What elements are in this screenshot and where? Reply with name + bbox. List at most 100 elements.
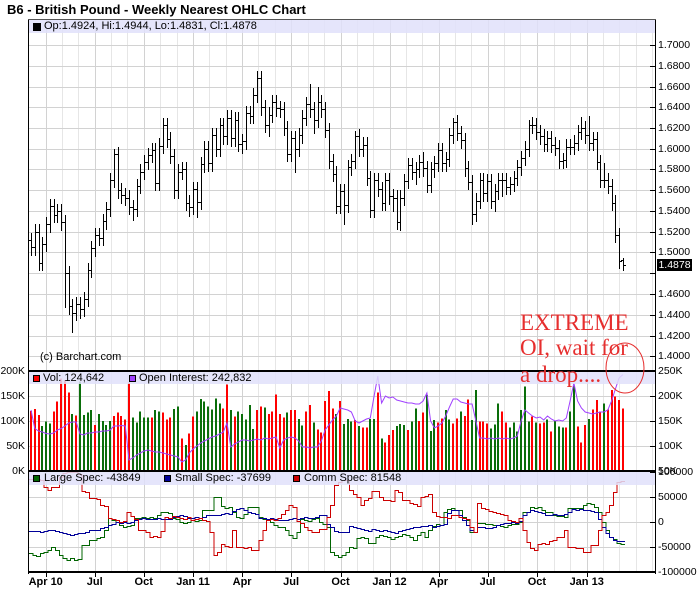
volume-bar (422, 412, 424, 471)
open-interest-axis-label: 200K (658, 390, 683, 402)
bottom-axis-line (28, 571, 656, 573)
cot-axis-label: 100000 (658, 466, 694, 478)
volume-bar (497, 403, 499, 471)
volume-bar (475, 390, 477, 471)
annotation-circle (605, 342, 645, 394)
volume-bar (366, 427, 368, 471)
price-axis-label: 1.5800 (658, 163, 691, 175)
volume-bar (264, 407, 266, 471)
x-axis-label: Jan 11 (176, 576, 210, 588)
x-axis-label: Jan 12 (372, 576, 407, 588)
volume-bar (460, 411, 462, 471)
volume-bar (173, 409, 175, 471)
volume-bar (531, 416, 533, 471)
volume-bar (381, 438, 383, 471)
volume-bar (324, 401, 326, 471)
volume-bar (98, 414, 100, 471)
volume-bar (611, 390, 613, 471)
volume-bar (622, 408, 624, 471)
volume-bar (237, 411, 239, 471)
open-interest-axis-label: 250K (658, 365, 683, 377)
volume-bar (279, 414, 281, 471)
x-axis-label: Jan 13 (569, 576, 604, 588)
open-interest-axis-label: 100K (658, 440, 683, 452)
open-interest-value: Open Interest: 242,832 (139, 371, 252, 384)
volume-bar (482, 421, 484, 471)
red-square-icon (33, 374, 40, 382)
volume-bar (317, 429, 319, 471)
volume-bar (169, 417, 171, 471)
volume-bar (301, 425, 303, 471)
volume-bar (467, 399, 469, 471)
volume-bar (283, 417, 285, 471)
volume-bar (596, 400, 598, 471)
comm-spec-line (29, 472, 625, 556)
volume-bar (539, 423, 541, 471)
volume-bar (335, 414, 337, 471)
volume-bar (53, 411, 55, 471)
cot-axis-label: -50000 (658, 541, 691, 553)
large-spec-legend: Large Spec: -43849 (33, 472, 141, 485)
red-square-icon (293, 475, 300, 482)
volume-bar (520, 410, 522, 471)
ohlc-bar-path (29, 71, 626, 333)
volume-bar (83, 415, 85, 471)
small-spec-value: Small Spec: -37699 (175, 472, 271, 484)
price-axis-label: 1.5600 (658, 184, 691, 196)
volume-bar (573, 386, 575, 471)
volume-bar (350, 421, 352, 471)
volume-legend: Vol: 124,642 (33, 372, 104, 384)
volume-bar (354, 420, 356, 471)
black-square-icon (33, 22, 41, 31)
legend-band (29, 472, 655, 485)
volume-bar (592, 409, 594, 471)
price-axis-label: 1.5400 (658, 205, 691, 217)
volume-bar (94, 425, 96, 471)
x-axis-label: Jul (86, 576, 103, 588)
volume-bar (113, 416, 115, 471)
volume-bar (452, 423, 454, 471)
volume-bar (226, 384, 228, 471)
volume-bar (177, 406, 179, 471)
open-interest-polyline (30, 374, 624, 463)
volume-bar (109, 421, 111, 471)
volume-bar (471, 420, 473, 471)
volume-bar (320, 432, 322, 471)
volume-bar (56, 401, 58, 471)
volume-bar (437, 422, 439, 471)
volume-bar (546, 419, 548, 471)
open-interest-axis-label: 150K (658, 415, 683, 427)
volume-bar (558, 426, 560, 471)
volume-bar (396, 426, 398, 471)
small-spec-line (29, 508, 625, 542)
volume-bar (166, 419, 168, 471)
open-interest-axis-label: 50K (658, 465, 677, 477)
volume-bar (158, 411, 160, 471)
legend-band (29, 20, 655, 33)
volume-bar (513, 422, 515, 471)
volume-bar (309, 405, 311, 471)
volume-bar (143, 417, 145, 471)
volume-bar (87, 412, 89, 471)
volume-bar (494, 424, 496, 471)
volume-bar (41, 426, 43, 471)
volume-bar (139, 411, 141, 471)
volume-bar (399, 424, 401, 471)
volume-bar (192, 416, 194, 471)
volume-bar (486, 423, 488, 471)
price-axis-label: 1.6000 (658, 143, 691, 155)
price-axis-label: 1.5200 (658, 226, 691, 238)
volume-bar (200, 399, 202, 471)
volume-bar (71, 414, 73, 471)
volume-bar (117, 412, 119, 471)
volume-bar (343, 424, 345, 471)
x-axis-label: Oct (527, 576, 547, 588)
volume-bar (196, 411, 198, 471)
volume-bar (358, 426, 360, 471)
volume-value: Vol: 124,642 (43, 371, 105, 384)
volume-bar (339, 401, 341, 471)
volume-bar (569, 411, 571, 471)
volume-axis-label: 100K (0, 415, 25, 427)
volume-bar (445, 410, 447, 471)
volume-axis-label: 0K (12, 465, 25, 477)
